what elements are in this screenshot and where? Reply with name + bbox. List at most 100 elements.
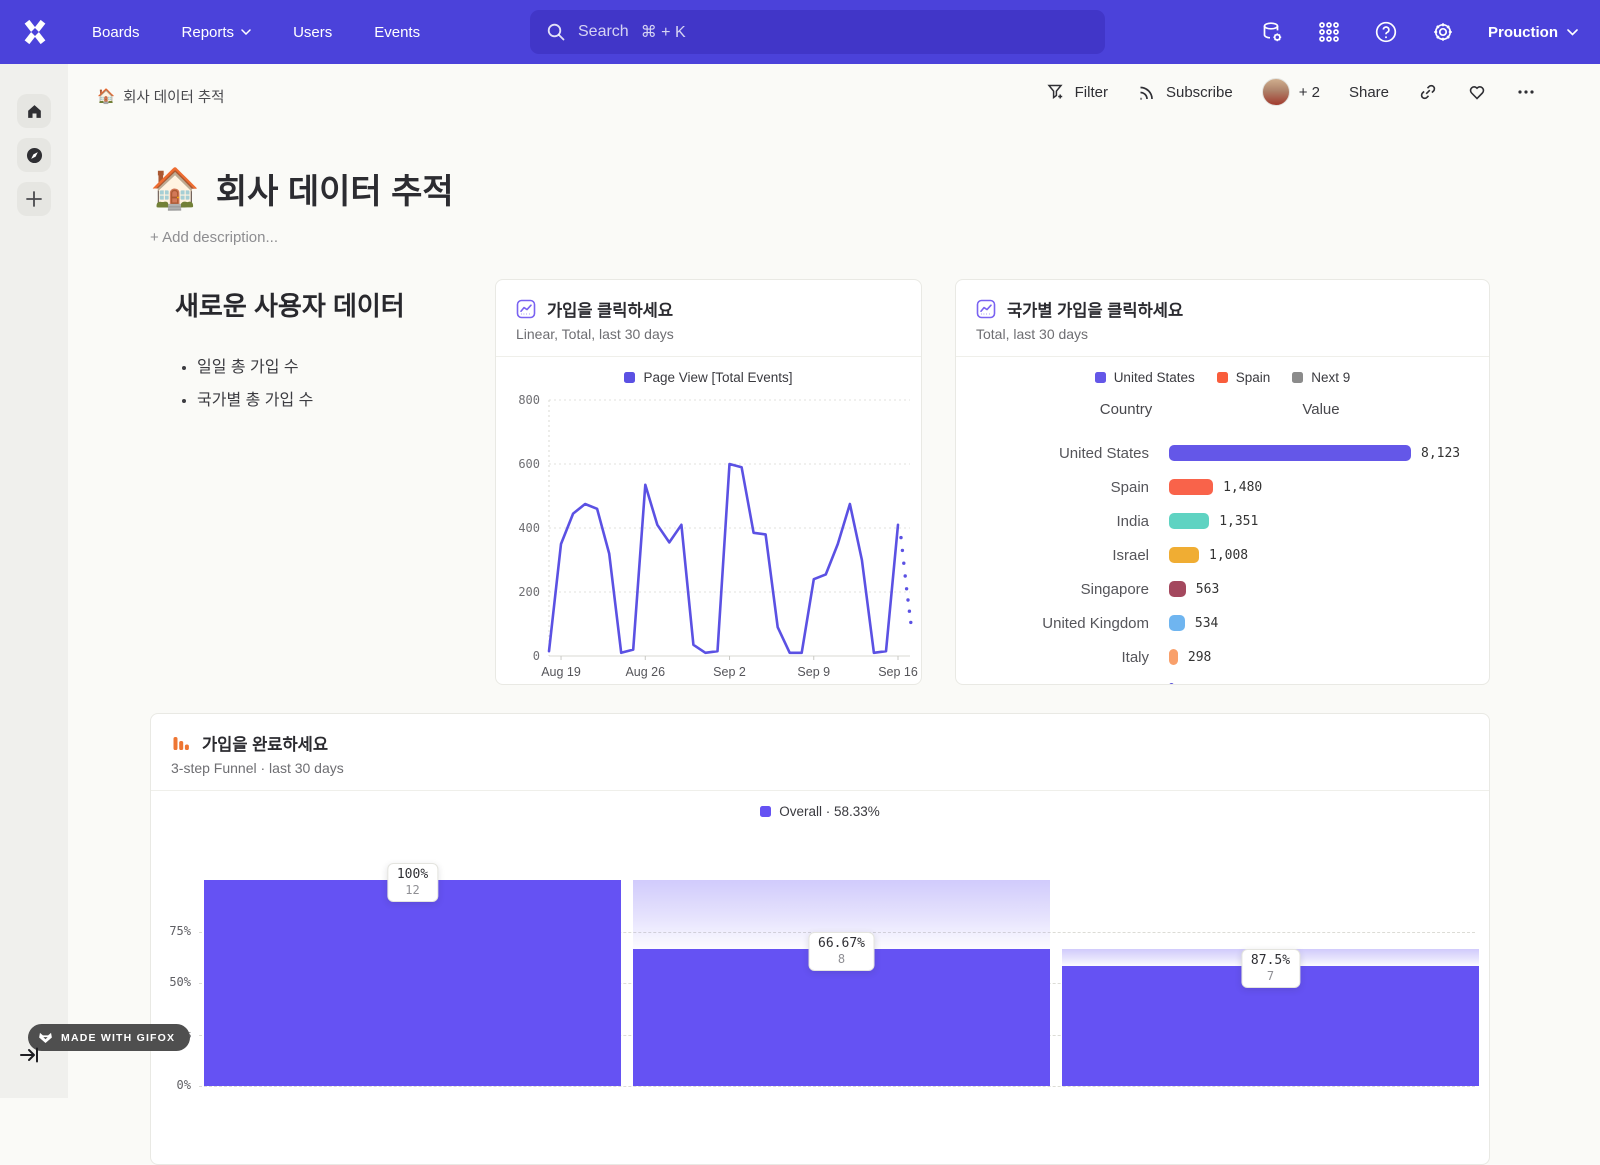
country-bar[interactable] [1169,513,1210,529]
country-value: 1,008 [1209,547,1249,563]
add-description-button[interactable]: + Add description... [150,229,278,246]
filter-label: Filter [1074,83,1108,101]
nav-item-users[interactable]: Users [293,24,332,41]
country-card-subtitle: Total, last 30 days [976,326,1089,342]
legend-label: Overall · 58.33% [779,804,880,819]
nav-item-boards[interactable]: Boards [92,24,140,41]
svg-text:400: 400 [518,521,540,535]
line-card-title[interactable]: 가입을 클릭하세요 [516,297,673,321]
country-bar-card: 국가별 가입을 클릭하세요 Total, last 30 days United… [955,279,1490,685]
country-value: 534 [1194,615,1219,631]
legend-label: Next 9 [1311,370,1351,385]
collapse-sidebar-icon[interactable] [18,1044,40,1066]
funnel-card: 가입을 완료하세요 3-step Funnel · last 30 days O… [150,713,1490,1165]
incomplete-data-dot [900,548,905,553]
filter-icon [1047,84,1063,99]
funnel-bar-step-2[interactable] [633,714,1050,1086]
country-bar[interactable] [1169,581,1186,597]
country-card-title[interactable]: 국가별 가입을 클릭하세요 [976,297,1183,321]
search-input[interactable]: Search ⌘ + K [530,10,1105,54]
funnel-step-count: 7 [1266,968,1275,983]
line-legend-item[interactable]: Page View [Total Events] [624,370,793,385]
search-icon [547,23,565,41]
nav-item-events[interactable]: Events [374,24,420,41]
gifox-badge: MADE WITH GIFOX [28,1024,191,1051]
country-bar[interactable] [1169,649,1178,665]
explore-button[interactable] [17,138,51,172]
country-label: Spain [1110,478,1149,496]
apps-grid-icon[interactable] [1317,20,1341,44]
nav-item-label: Events [374,23,421,41]
funnel-step-label: 66.67% 8 [808,931,875,971]
board-emoji: 🏠 [150,166,200,211]
svg-text:800: 800 [518,393,540,407]
data-management-icon[interactable] [1260,20,1284,44]
country-label: India [1116,512,1149,530]
country-bar[interactable] [1169,479,1214,495]
svg-text:Aug 19: Aug 19 [541,665,581,679]
country-value: 298 [1187,649,1212,665]
funnel-bar-step-1[interactable] [204,714,621,1086]
compass-icon [26,147,42,163]
mixpanel-logo-icon[interactable] [18,15,52,49]
line-chart-card: 가입을 클릭하세요 Linear, Total, last 30 days Pa… [495,279,922,685]
help-icon[interactable] [1374,20,1398,44]
funnel-card-subtitle: 3-step Funnel · last 30 days [171,760,344,776]
breadcrumb[interactable]: 🏠 회사 데이터 추적 [97,86,225,107]
more-menu-icon[interactable] [1516,82,1536,102]
page-title[interactable]: 🏠 회사 데이터 추적 [150,164,454,213]
country-rows: United States 8,123 Spain 1,480 India 1,351 Is… [956,436,1489,684]
country-legend-item[interactable]: United States [1094,370,1195,385]
funnel-legend-item[interactable]: Overall · 58.33% [760,804,880,819]
project-switcher[interactable]: Prouction [1488,24,1578,41]
country-bar[interactable] [1169,547,1199,563]
incomplete-data-dot [903,574,907,578]
rss-icon [1139,86,1153,100]
country-label: Italy [1121,648,1149,666]
share-button[interactable]: Share [1349,84,1389,101]
column-header-country: Country [1099,401,1153,418]
funnel-card-title[interactable]: 가입을 완료하세요 [171,731,328,755]
legend-swatch [760,806,772,817]
funnel-card-title-text: 가입을 완료하세요 [202,736,329,754]
funnel-bar-step-3[interactable] [1062,714,1479,1086]
incomplete-data-dot [899,535,903,540]
nav-item-label: Users [293,23,333,41]
country-legend-item[interactable]: Spain [1216,370,1270,385]
filter-button[interactable]: Filter [1046,82,1108,102]
subscribe-button[interactable]: Subscribe [1137,82,1233,102]
funnel-step-conversion: 66.67% [818,935,865,951]
chevron-down-icon [241,29,251,35]
funnel-step-label: 87.5% 7 [1240,948,1301,988]
incomplete-data-dot [906,598,910,602]
country-row: India 1,351 [956,504,1489,538]
main-content: 🏠 회사 데이터 추적 Filter Subscribe [68,64,1600,1165]
collaborators[interactable]: + 2 [1261,78,1320,106]
search-placeholder: Search [578,23,629,40]
copy-link-icon[interactable] [1418,82,1438,102]
country-row: Spain 1,480 [956,470,1489,504]
country-row-partial [956,674,1489,684]
funnel-ytick: 0% [176,1078,191,1092]
funnel-converted-area [204,880,621,1086]
incomplete-data-dot [902,561,906,565]
legend-swatch [1292,372,1304,383]
country-legend: United States Spain Next 9 [956,370,1489,385]
create-board-button[interactable] [17,182,51,216]
line-series[interactable] [547,462,900,655]
home-button[interactable] [17,94,51,128]
country-bar[interactable] [1169,445,1411,461]
line-chart-icon [516,299,536,319]
column-header-value: Value [1302,401,1340,418]
settings-gear-icon[interactable] [1431,20,1455,44]
country-bar[interactable] [1169,615,1185,631]
nav-item-reports[interactable]: Reports [182,24,252,41]
country-bar[interactable] [1169,683,1174,684]
line-card-subtitle: Linear, Total, last 30 days [516,326,674,342]
country-legend-item[interactable]: Next 9 [1292,370,1350,385]
funnel-step-label: 100% 12 [386,863,439,902]
left-sidebar [0,64,68,1098]
legend-swatch [1094,372,1106,383]
favorite-heart-icon[interactable] [1467,82,1487,102]
